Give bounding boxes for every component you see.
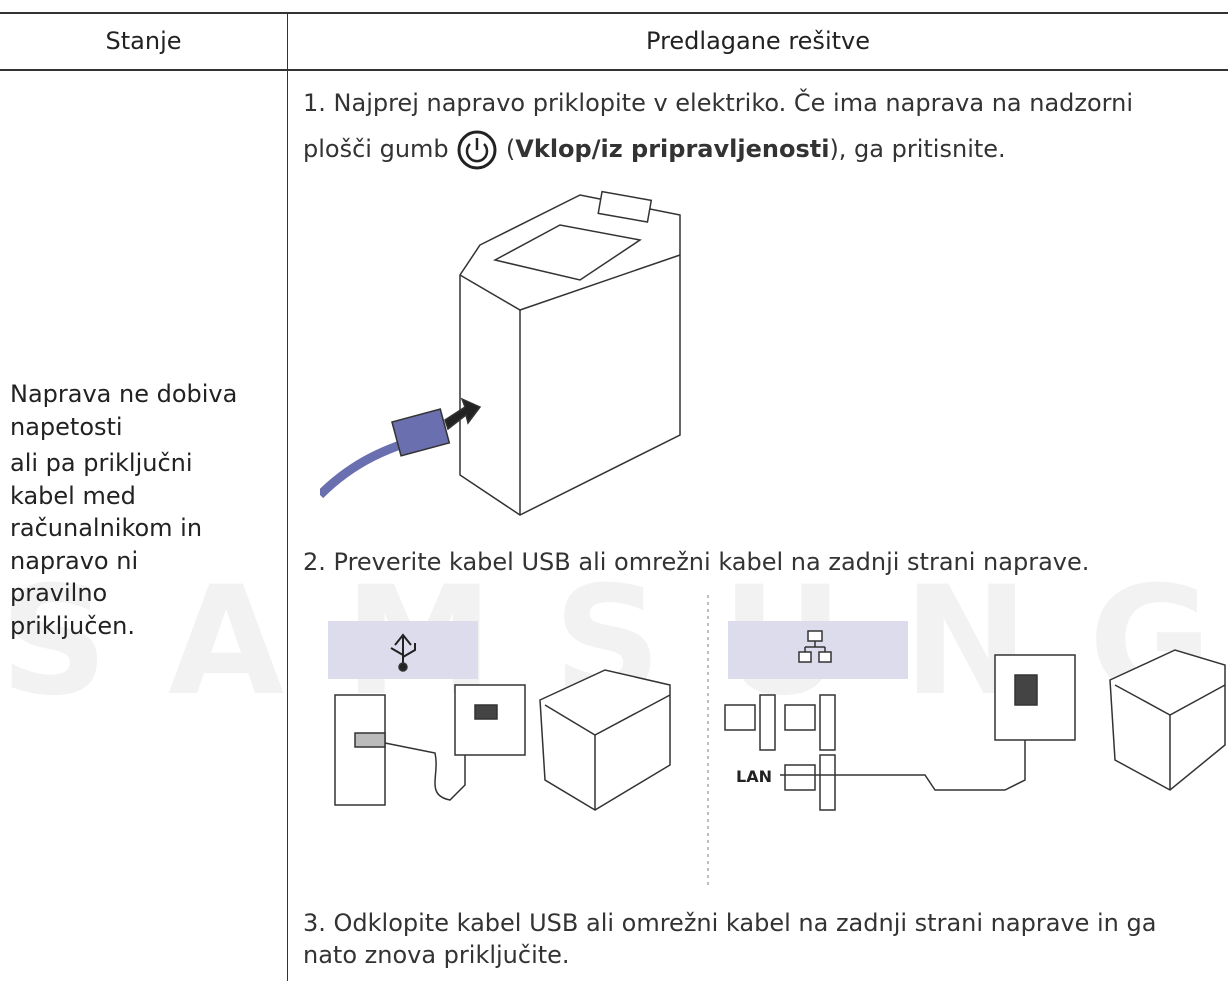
border: [0, 12, 1228, 14]
condition-line: pravilno: [10, 579, 108, 607]
header-cell: Predlagane rešitve: [646, 27, 870, 55]
condition-line: napetosti: [10, 412, 123, 441]
condition: Naprava ne dobiva napetosti ali pa priklju…: [10, 378, 237, 642]
lan-label: LAN: [736, 767, 772, 786]
header-cell: Stanje: [105, 27, 182, 55]
border: [0, 69, 1228, 71]
condition-line: računalnikom in: [10, 514, 203, 542]
connection-illustration: LAN: [328, 595, 1226, 885]
condition-line: kabel med: [10, 481, 136, 510]
text: (: [505, 135, 516, 163]
condition-line: Naprava ne dobiva: [10, 380, 238, 408]
bold-text: Vklop/iz pripravljenosti: [515, 135, 830, 163]
divider: [287, 12, 288, 981]
step: 3. Odklopite kabel USB ali omrežni kabel…: [303, 909, 1157, 969]
condition-line: priključen.: [10, 611, 136, 640]
text: ), ga pritisnite.: [829, 135, 1006, 163]
text: 1. Najprej napravo priklopite v elektrik…: [303, 89, 1134, 163]
step: 2. Preverite kabel USB ali omrežni kabel…: [303, 548, 1090, 576]
step: 1. Najprej napravo priklopite v elektrik…: [303, 80, 1203, 172]
condition-line: ali pa priključni: [10, 449, 193, 477]
condition-line: napravo ni: [10, 546, 139, 575]
printer-illustration: [320, 190, 681, 516]
power-icon: [457, 130, 497, 170]
